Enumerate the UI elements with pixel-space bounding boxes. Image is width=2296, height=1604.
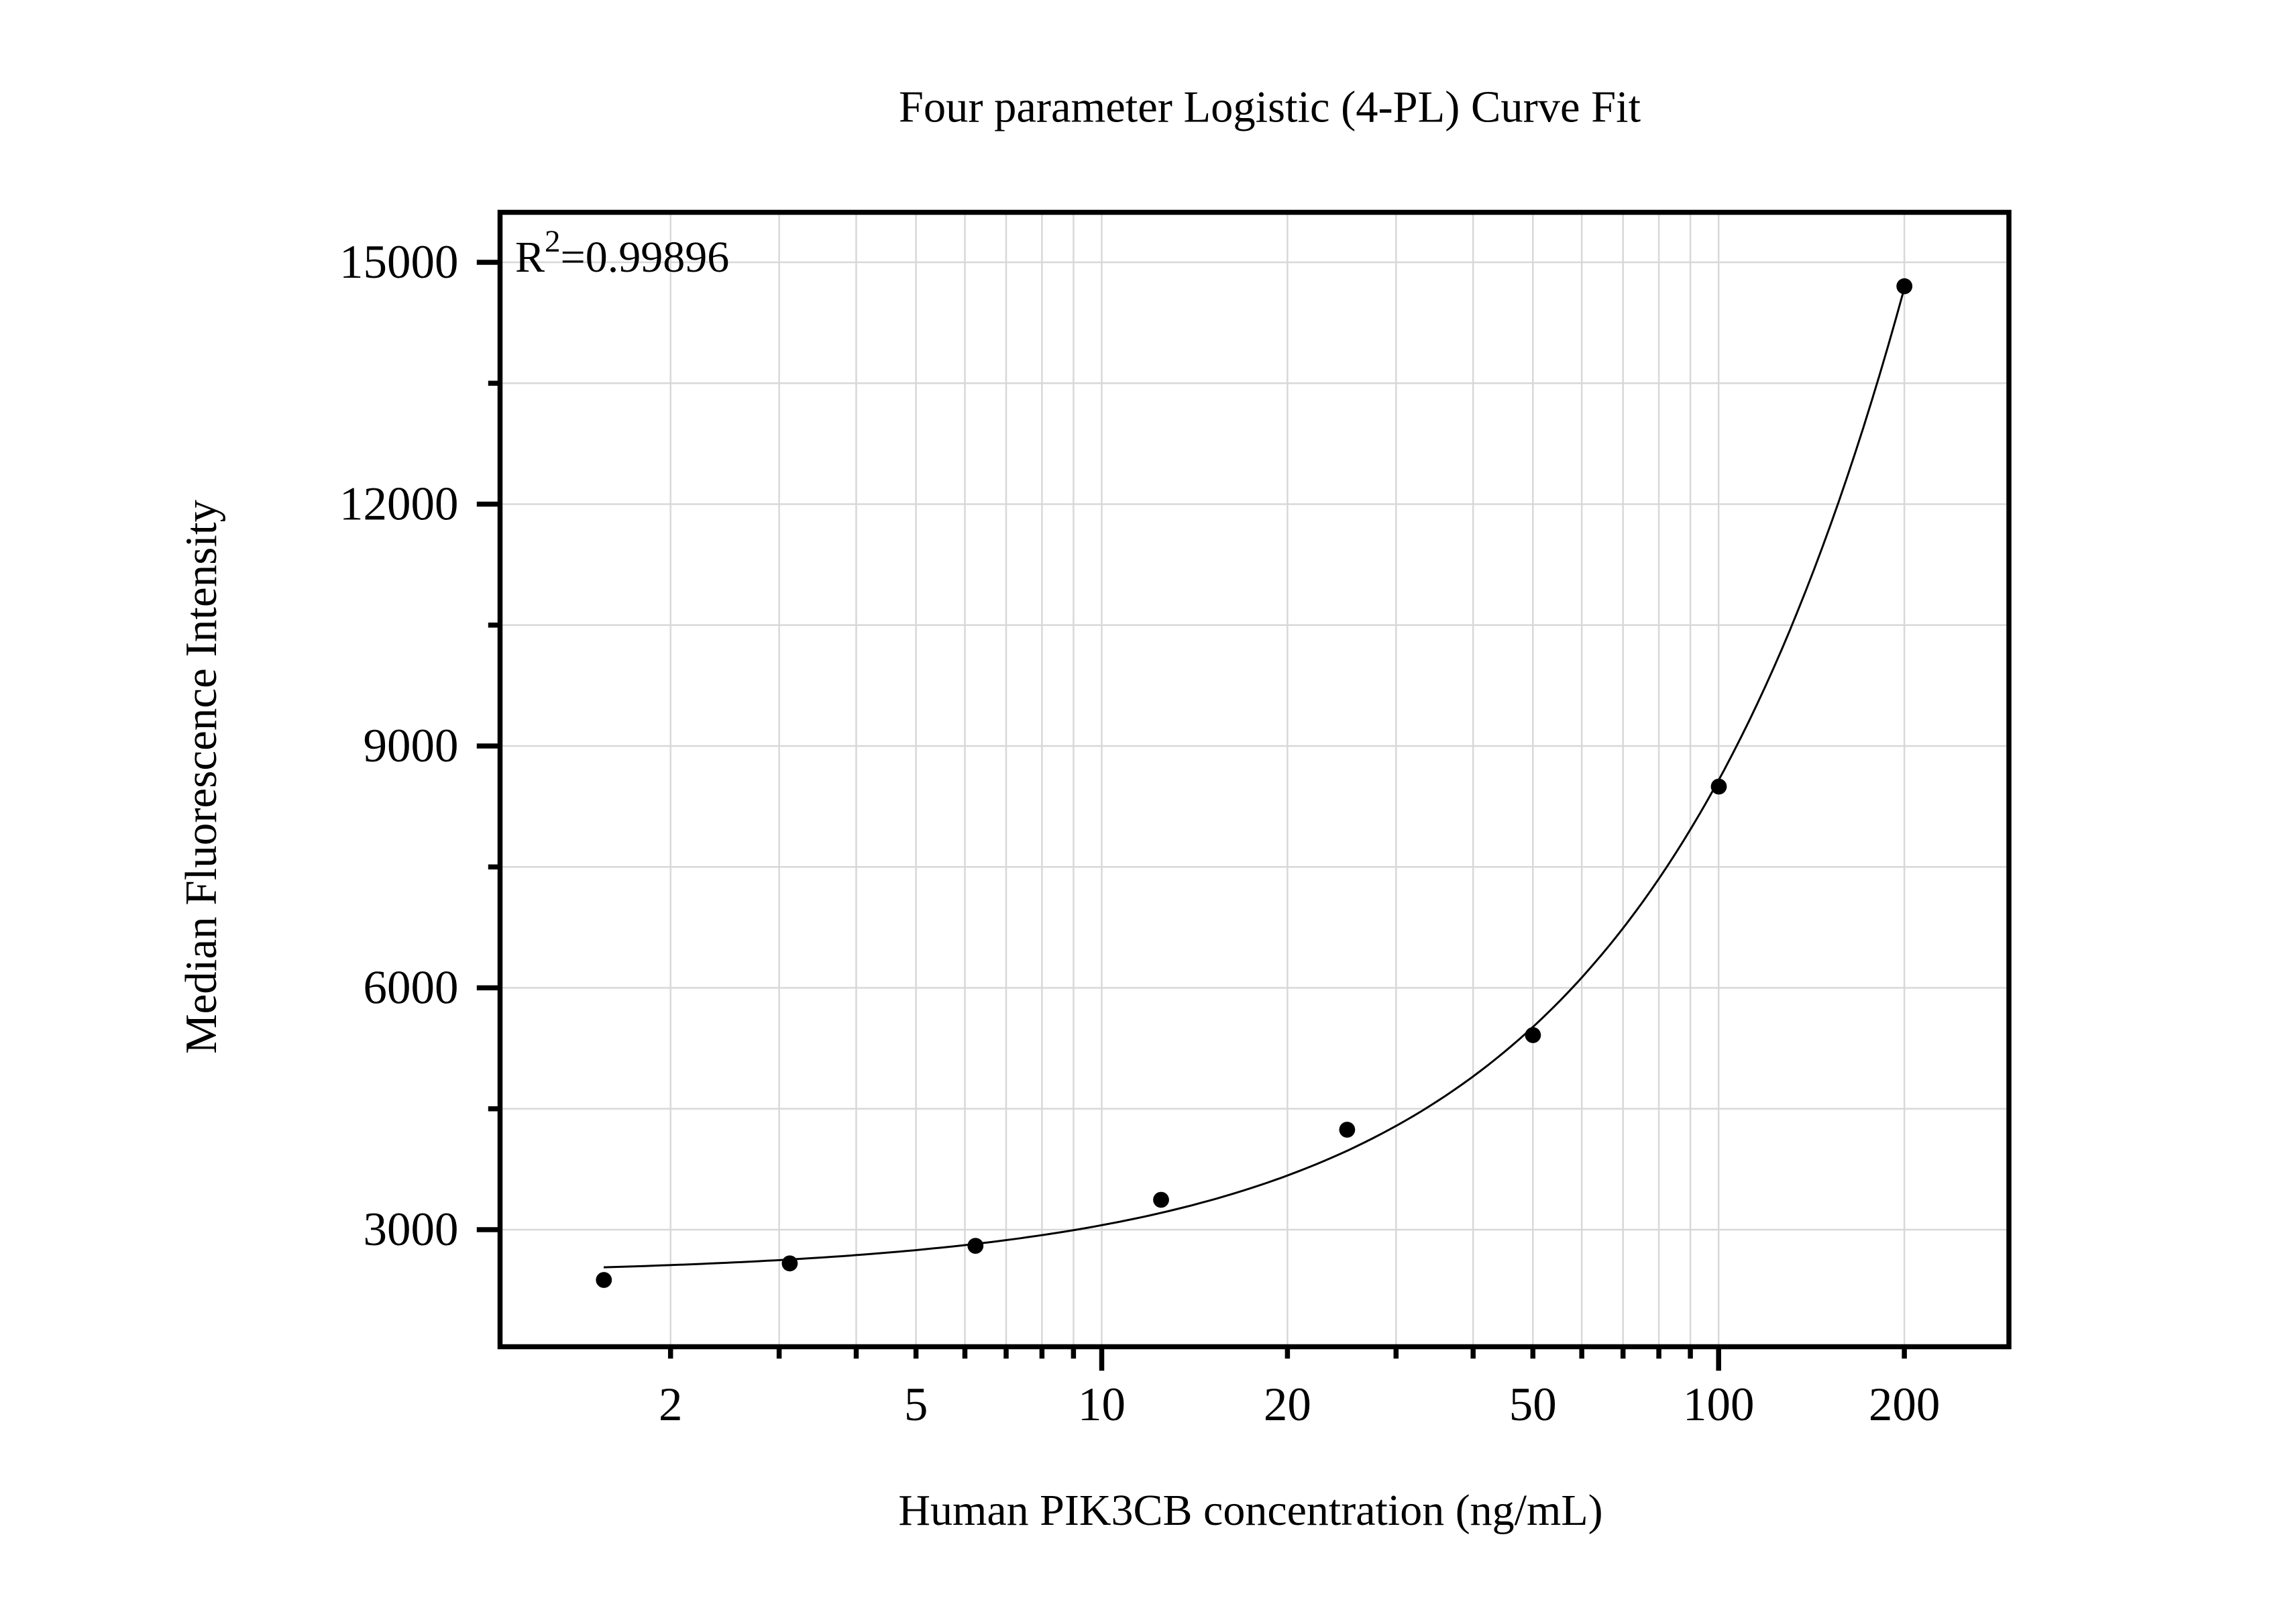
svg-text:100: 100 xyxy=(1683,1379,1755,1431)
svg-text:12000: 12000 xyxy=(339,478,459,531)
svg-text:200: 200 xyxy=(1869,1379,1940,1431)
svg-text:2: 2 xyxy=(659,1379,683,1431)
svg-text:6000: 6000 xyxy=(364,962,459,1014)
svg-text:Median Fluorescence Intensity: Median Fluorescence Intensity xyxy=(176,499,226,1054)
svg-text:Four parameter Logistic (4-PL): Four parameter Logistic (4-PL) Curve Fit xyxy=(899,83,1641,132)
svg-text:3000: 3000 xyxy=(364,1204,459,1256)
svg-text:20: 20 xyxy=(1264,1379,1311,1431)
svg-text:50: 50 xyxy=(1509,1379,1557,1431)
svg-text:5: 5 xyxy=(904,1379,928,1431)
svg-text:10: 10 xyxy=(1078,1379,1126,1431)
svg-text:Human PIK3CB concentration (ng: Human PIK3CB concentration (ng/mL) xyxy=(898,1486,1602,1535)
svg-text:9000: 9000 xyxy=(364,720,459,772)
svg-text:15000: 15000 xyxy=(339,236,459,288)
